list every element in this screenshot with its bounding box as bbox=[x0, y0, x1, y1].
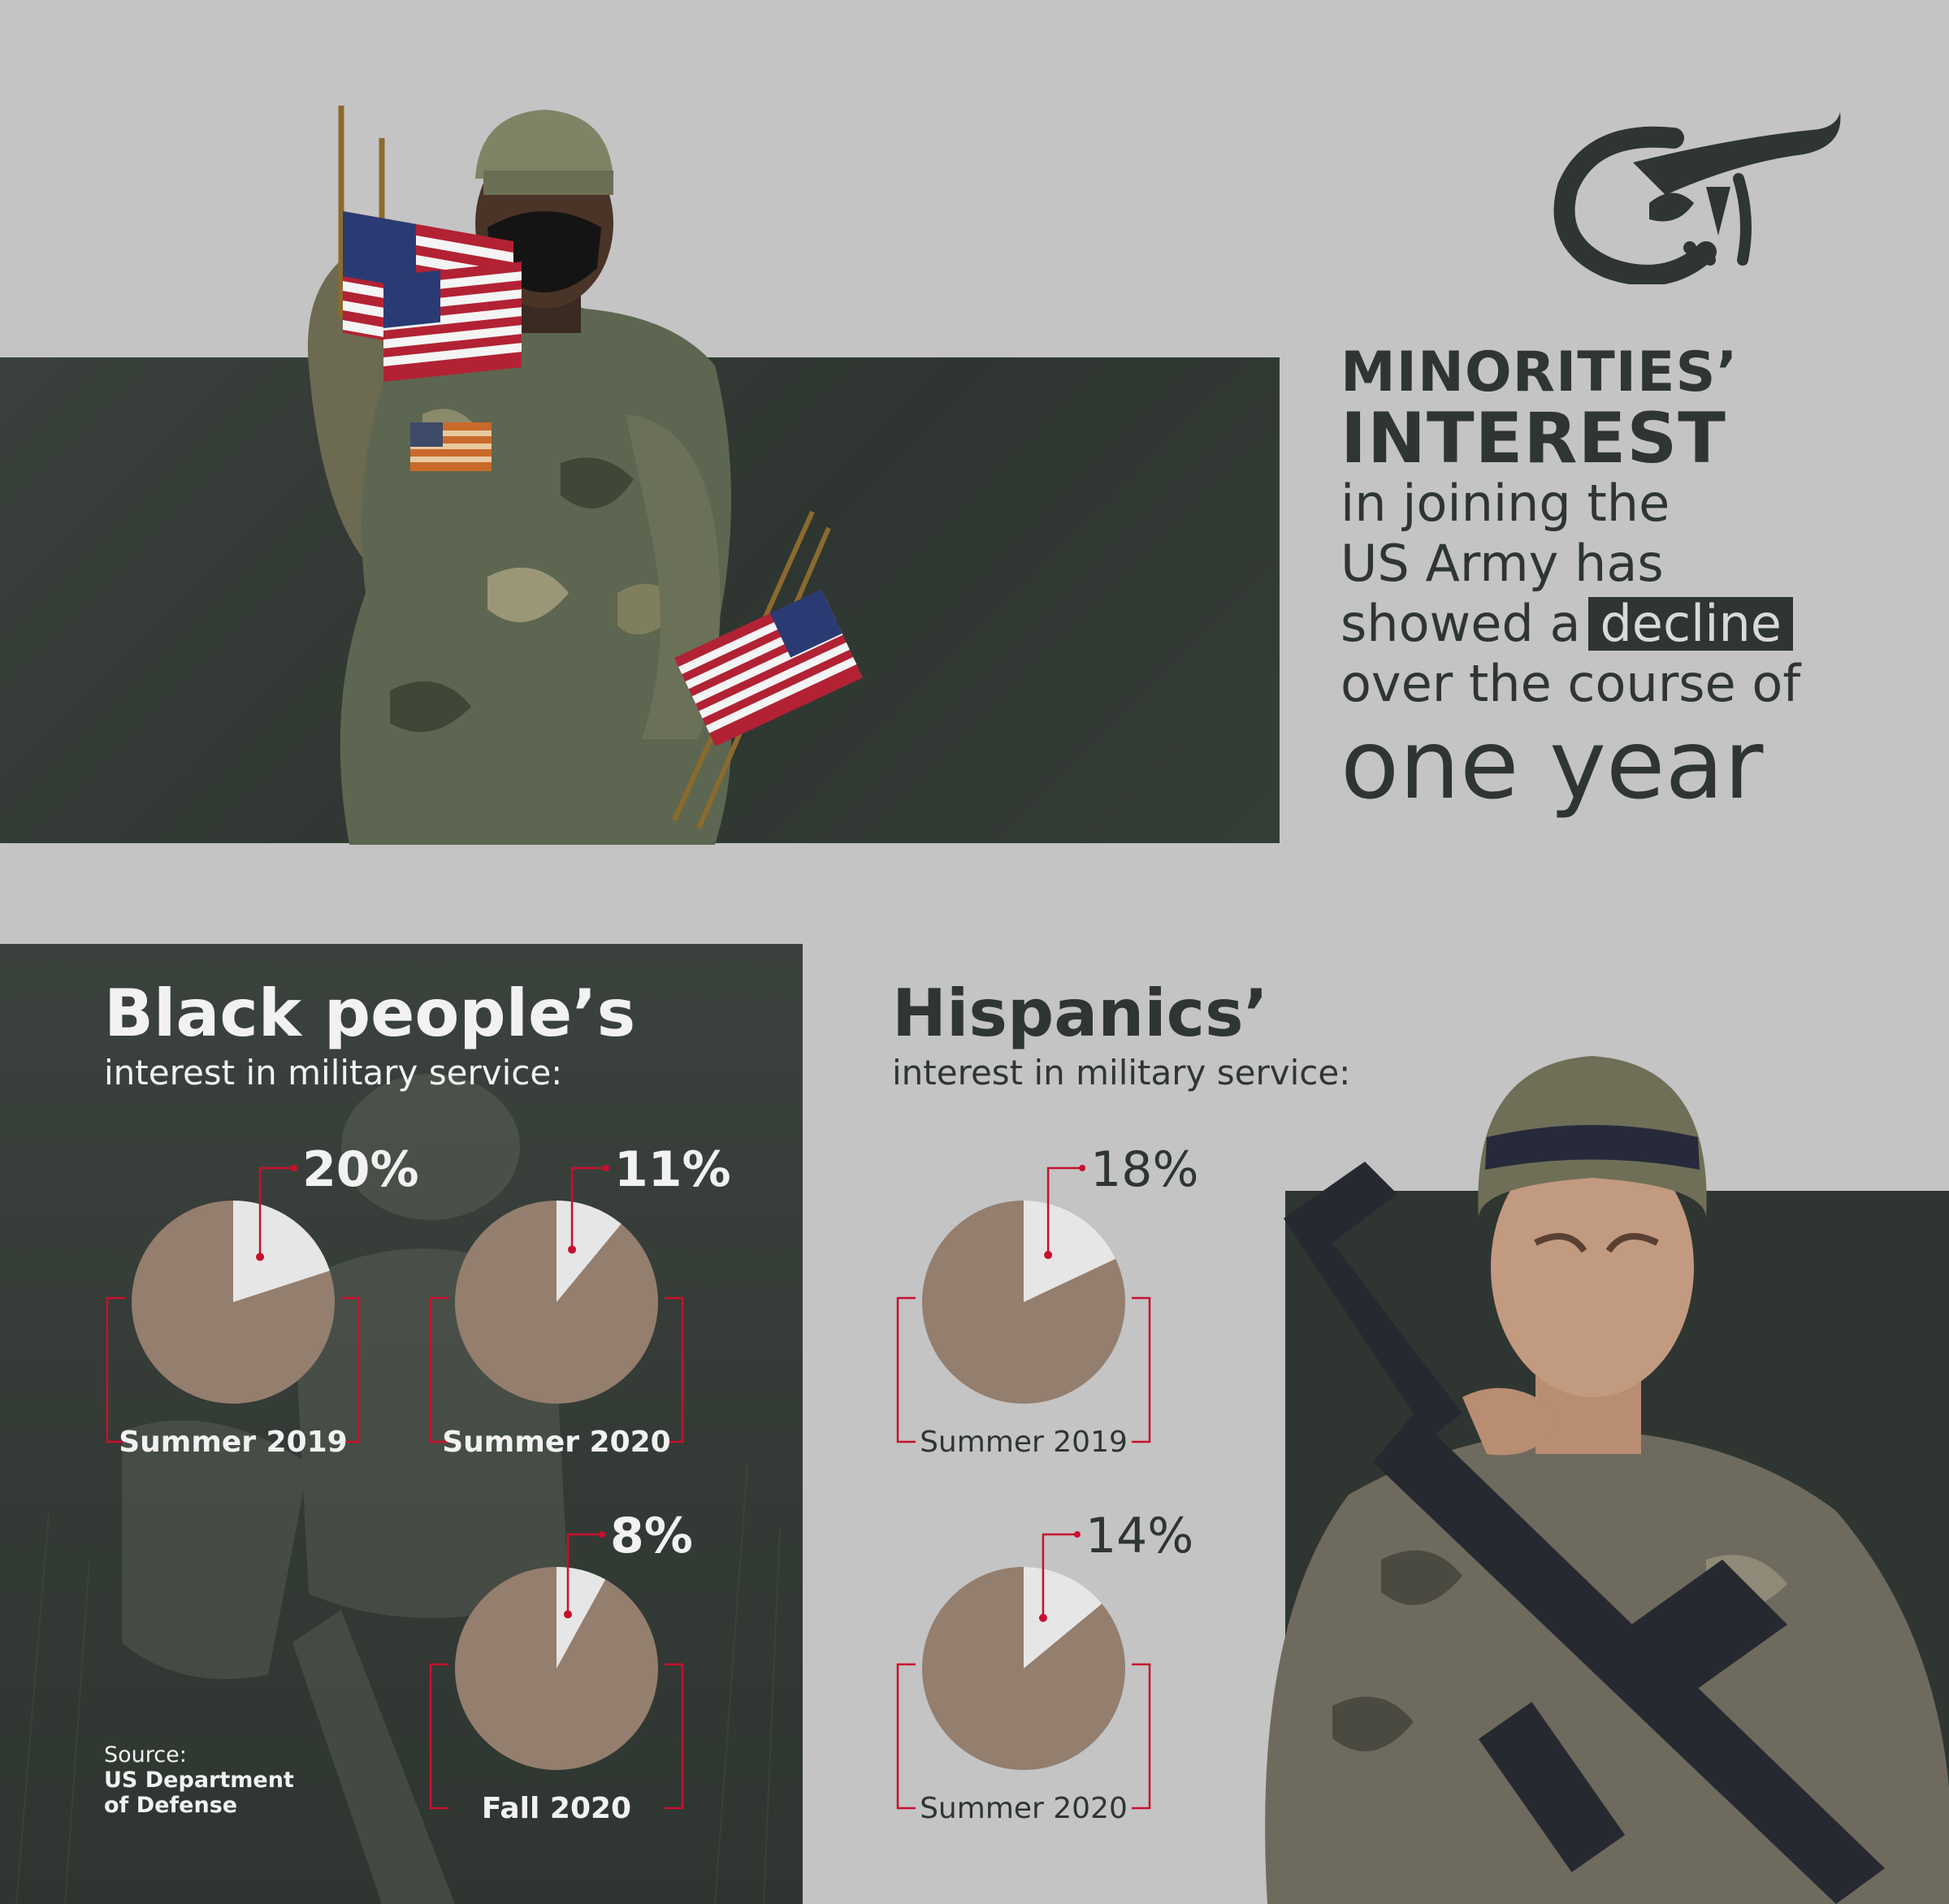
callout-line bbox=[570, 1166, 607, 1250]
pie-chart: 18% Summer 2019 bbox=[896, 1141, 1198, 1459]
bracket-right bbox=[665, 1663, 684, 1810]
callout-end-dot bbox=[598, 1531, 605, 1538]
headline-line-3: in joining the bbox=[1340, 474, 1670, 533]
headline-line-7: one year bbox=[1340, 708, 1764, 820]
headline-line-4: US Army has bbox=[1340, 534, 1664, 593]
bracket-right bbox=[1132, 1663, 1151, 1810]
pie-period-label: Summer 2019 bbox=[119, 1426, 347, 1459]
hispanic-section-title: Hispanics’ bbox=[892, 976, 1269, 1051]
black-people-panel bbox=[0, 944, 803, 1904]
pie-period-label: Fall 2020 bbox=[482, 1792, 631, 1825]
bracket-right bbox=[1132, 1296, 1151, 1443]
headline-line-2: INTEREST bbox=[1340, 398, 1726, 479]
black-section-subtitle: interest in military service: bbox=[104, 1053, 563, 1093]
bracket-left bbox=[896, 1663, 916, 1810]
headline-line-6: over the course of bbox=[1340, 654, 1801, 713]
bracket-right bbox=[341, 1296, 361, 1443]
callout-line bbox=[1046, 1166, 1083, 1255]
bracket-right bbox=[665, 1296, 684, 1443]
pie-chart: 8% Fall 2020 bbox=[429, 1508, 693, 1825]
headline-line-1: MINORITIES’ bbox=[1340, 340, 1739, 405]
pie-interest-slice bbox=[1024, 1201, 1116, 1302]
source-note: Source: US Department of Defense bbox=[104, 1742, 294, 1818]
pie-chart: 11% Summer 2020 bbox=[429, 1141, 731, 1459]
decline-highlight: decline bbox=[1588, 597, 1793, 651]
pie-value-label: 8% bbox=[610, 1508, 693, 1564]
pie-interest-slice bbox=[233, 1201, 330, 1302]
callout-line bbox=[1042, 1533, 1077, 1618]
headline-line-5-text: showed a bbox=[1340, 594, 1581, 653]
bracket-left bbox=[429, 1663, 448, 1810]
pie-value-label: 20% bbox=[302, 1141, 419, 1198]
source-label: Source: bbox=[104, 1742, 187, 1768]
soldier-with-rifle-illustration bbox=[1265, 1056, 1949, 1904]
callout-end-dot bbox=[603, 1165, 610, 1171]
source-line-1: US Department bbox=[104, 1768, 294, 1793]
headline: MINORITIES’ INTEREST in joining the US A… bbox=[1340, 340, 1909, 820]
bracket-left bbox=[106, 1296, 125, 1443]
headline-line-5: showed a decline bbox=[1340, 594, 1909, 654]
bracket-left bbox=[896, 1296, 916, 1443]
pie-period-label: Summer 2019 bbox=[920, 1426, 1128, 1459]
pie-period-label: Summer 2020 bbox=[920, 1792, 1128, 1825]
source-line-2: of Defense bbox=[104, 1793, 238, 1818]
pie-value-label: 18% bbox=[1090, 1141, 1198, 1198]
callout-end-dot bbox=[1073, 1531, 1081, 1538]
callout-end-dot bbox=[291, 1165, 298, 1171]
channel-logo bbox=[1553, 112, 1841, 284]
pie-period-label: Summer 2020 bbox=[442, 1426, 670, 1459]
bracket-left bbox=[429, 1296, 448, 1443]
pie-chart: 20% Summer 2019 bbox=[106, 1141, 419, 1459]
black-section-title: Black people’s bbox=[104, 976, 636, 1051]
callout-line bbox=[566, 1533, 602, 1615]
callout-line bbox=[258, 1166, 295, 1257]
soldier-with-flags-illustration bbox=[307, 106, 863, 845]
callout-end-dot bbox=[1079, 1165, 1086, 1171]
pie-value-label: 14% bbox=[1085, 1508, 1193, 1564]
pie-value-label: 11% bbox=[614, 1141, 731, 1198]
hispanic-section-subtitle: interest in military service: bbox=[892, 1053, 1351, 1093]
pie-chart: 14% Summer 2020 bbox=[896, 1508, 1193, 1825]
